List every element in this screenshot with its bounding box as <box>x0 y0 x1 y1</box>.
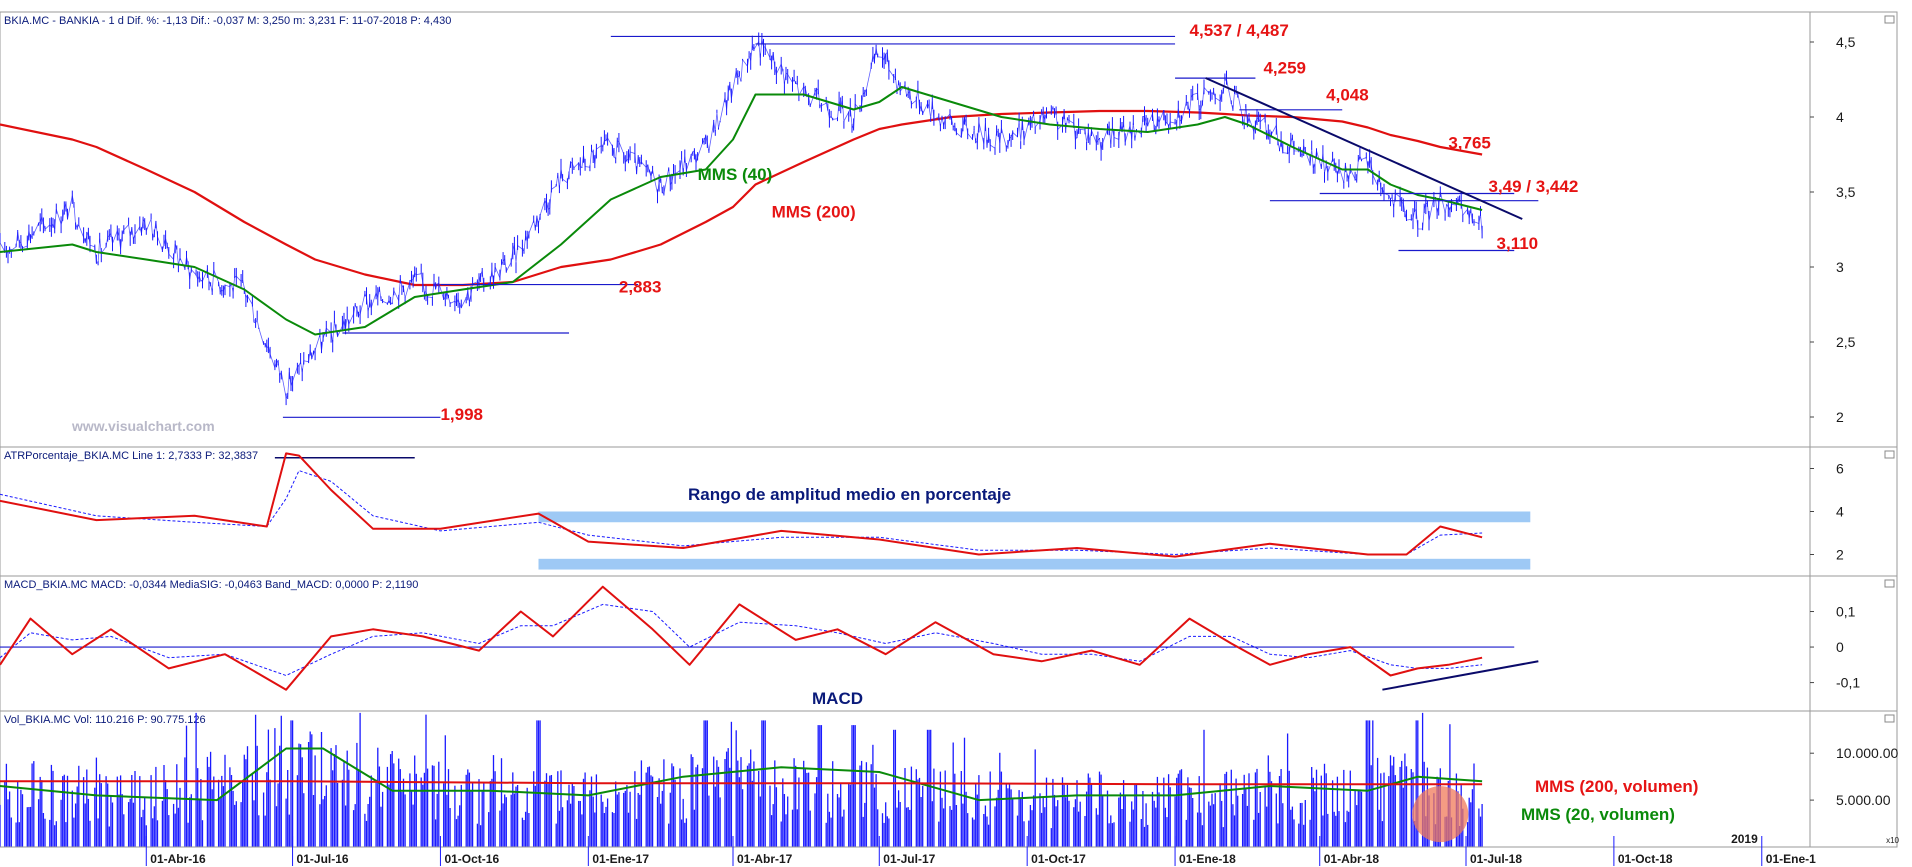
y-tick-label: 0,1 <box>1836 604 1856 620</box>
mms40-line <box>0 86 1483 336</box>
y-tick-label: 3,5 <box>1836 184 1856 200</box>
price-annotation: 3,110 <box>1497 234 1539 253</box>
panel-header-bg <box>1 448 561 462</box>
x-tick-label: 01-Abr-17 <box>737 852 793 866</box>
y-tick-label: 4,5 <box>1836 34 1856 50</box>
y-tick-label: 5.000.00 <box>1836 792 1891 808</box>
x-axis: 01-Abr-16 01-Jul-16 01-Oct-16 01-Ene-17 01-A… <box>0 832 1897 866</box>
panel-close-icon <box>1884 714 1895 723</box>
panel-close-icon <box>1884 579 1895 588</box>
x-tick-label: 01-Oct-17 <box>1031 852 1086 866</box>
panel-header-bg <box>1 577 561 591</box>
atr-plot: Rango de amplitud medio en porcentaje <box>0 452 1531 570</box>
panel-header-bg <box>1 13 561 27</box>
downtrend-line <box>1205 77 1523 220</box>
panel-header: Vol_BKIA.MC Vol: 110.216 P: 90.775.126 <box>4 714 206 726</box>
panel-atr: 6 4 2 ATRPorcentaje_BKIA.MC Line 1: 2,7333 … <box>0 446 1898 577</box>
y-tick-label: -0,1 <box>1836 675 1860 691</box>
x-tick-label: 01-Ene-1 <box>1766 852 1816 866</box>
panel-close-icon <box>1884 450 1895 459</box>
x-tick-label: 01-Jul-18 <box>1470 852 1522 866</box>
panel-header: ATRPorcentaje_BKIA.MC Line 1: 2,7333 P: … <box>4 450 258 462</box>
volume-annotation: MMS (200, volumen) <box>1535 777 1698 796</box>
price-annotation: MMS (200) <box>772 203 856 222</box>
x-tick-label: 01-Jul-17 <box>883 852 935 866</box>
y-tick-label: 2 <box>1836 547 1844 563</box>
volume-mms20-line <box>0 747 1483 802</box>
atr-band <box>538 511 1531 523</box>
y-tick-label: 4 <box>1836 504 1844 520</box>
volume-highlight <box>1412 786 1469 843</box>
x-tick-label: 01-Jul-16 <box>297 852 349 866</box>
macd-title: MACD <box>812 689 863 708</box>
panel-frame <box>0 575 1898 712</box>
y-tick-label: 10.000.00 <box>1836 745 1898 761</box>
macd-signal-line <box>0 603 1483 676</box>
watermark: www.visualchart.com <box>71 418 215 434</box>
panel-frame <box>0 11 1898 448</box>
price-annotation: 3,765 <box>1448 134 1491 153</box>
x-tick-label: 01-Oct-16 <box>444 852 499 866</box>
x-tick-label: 01-Ene-17 <box>592 852 649 866</box>
y-tick-label: 3 <box>1836 259 1844 275</box>
y-tick-label: 4 <box>1836 109 1844 125</box>
volume-annotation: MMS (20, volumen) <box>1521 805 1675 824</box>
panel-header: MACD_BKIA.MC MACD: -0,0344 MediaSIG: -0,… <box>4 579 418 591</box>
y-tick-label: 2,5 <box>1836 334 1856 350</box>
atr-signal-line <box>0 470 1483 555</box>
price-annotation: 4,048 <box>1326 86 1369 105</box>
panel-price: 4,5 4 3,5 3 2,5 2 BKIA.MC - BANKIA - 1 d Dif. … <box>0 11 1898 448</box>
price-plot: www.visualchart.com 4,537 / 4,487 4,259 4,0… <box>0 21 1578 434</box>
x-tick-label: 01-Abr-16 <box>150 852 206 866</box>
price-annotation: 4,537 / 4,487 <box>1190 21 1289 40</box>
atr-line <box>0 452 1483 558</box>
price-annotation: 3,49 / 3,442 <box>1489 177 1579 196</box>
y-tick-label: 0 <box>1836 639 1844 655</box>
panel-header: BKIA.MC - BANKIA - 1 d Dif. %: -1,13 Dif… <box>4 15 451 27</box>
panel-frame <box>0 446 1898 577</box>
macd-trendline <box>1382 660 1539 691</box>
panel-close-icon <box>1884 15 1895 24</box>
macd-plot: MACD <box>0 585 1539 708</box>
x-tick-label: 01-Abr-18 <box>1324 852 1380 866</box>
price-annotation: 4,259 <box>1263 59 1306 78</box>
chart-panels: 4,5 4 3,5 3 2,5 2 BKIA.MC - BANKIA - 1 d Dif. … <box>0 11 1900 848</box>
macd-line <box>0 585 1483 691</box>
volume-plot: MMS (200, volumen) MMS (20, volumen) <box>0 712 1698 847</box>
volume-mms200-line <box>0 780 1483 786</box>
y-tick-label: 2 <box>1836 409 1844 425</box>
price-annotation: MMS (40) <box>698 165 773 184</box>
atr-band <box>538 558 1531 570</box>
scale-badge: x10 <box>1886 836 1899 845</box>
panel-macd: 0,1 0 -0,1 MACD_BKIA.MC MACD: -0,0344 Media… <box>0 575 1898 712</box>
price-annotation: 1,998 <box>440 405 483 424</box>
panel-frame <box>0 710 1898 848</box>
panel-volume: 10.000.00 5.000.00 Vol_BKIA.MC Vol: 110.21… <box>0 710 1900 848</box>
y-tick-label: 6 <box>1836 461 1844 477</box>
x-tick-label: 01-Oct-18 <box>1618 852 1673 866</box>
x-tick-label: 01-Ene-18 <box>1179 852 1236 866</box>
atr-title: Rango de amplitud medio en porcentaje <box>688 485 1011 504</box>
x-axis-year-label: 2019 <box>1731 832 1758 846</box>
price-annotation: 2,883 <box>619 278 662 297</box>
